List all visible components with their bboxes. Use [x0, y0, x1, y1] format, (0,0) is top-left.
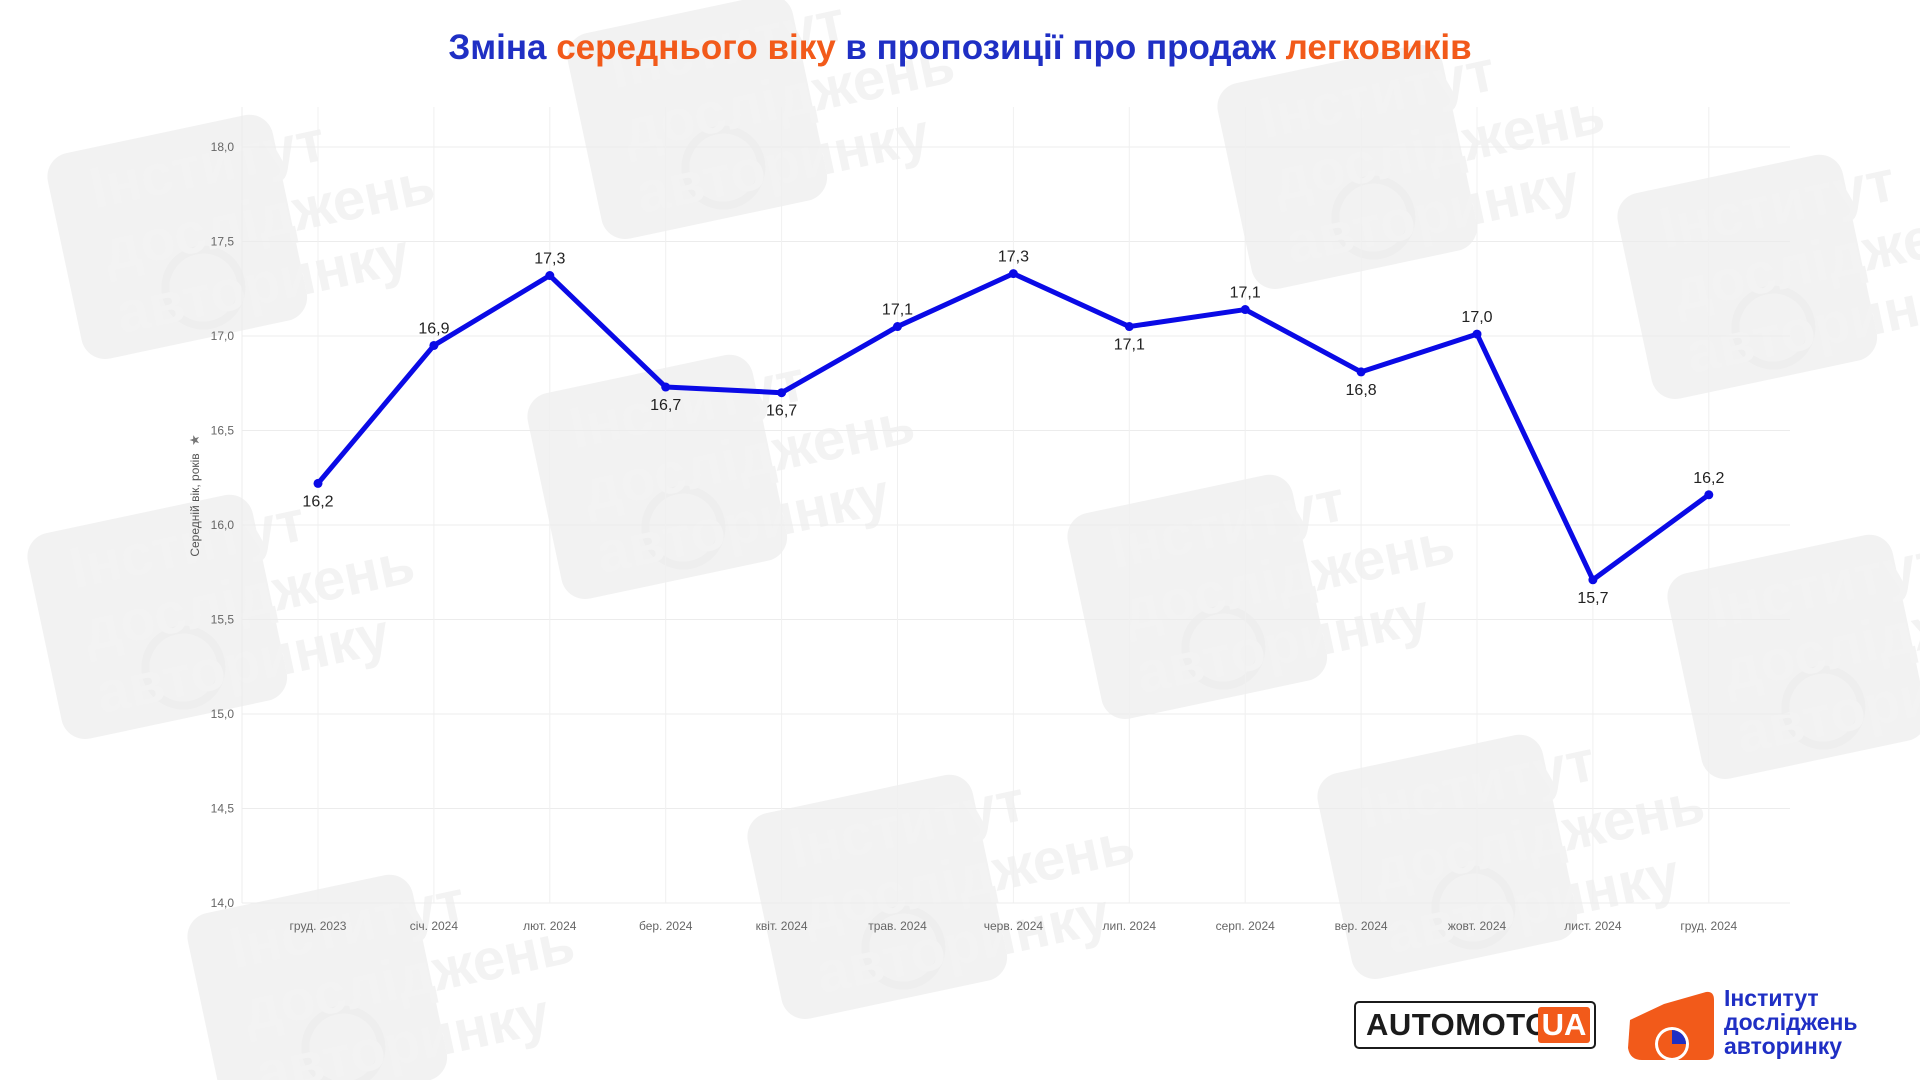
- data-point[interactable]: [893, 322, 902, 332]
- x-tick-label: груд. 2023: [290, 919, 347, 933]
- data-point[interactable]: [1008, 269, 1018, 279]
- y-tick-label: 17,5: [211, 235, 235, 249]
- data-label: 16,7: [766, 403, 797, 420]
- y-tick-label: 18,0: [211, 140, 235, 154]
- watermark-circle: [1781, 665, 1866, 750]
- data-label: 17,3: [998, 249, 1029, 266]
- x-tick-label: вер. 2024: [1335, 919, 1388, 933]
- x-tick-label: черв. 2024: [984, 919, 1044, 933]
- x-tick-label: серп. 2024: [1216, 919, 1276, 933]
- data-point[interactable]: [1588, 575, 1598, 585]
- data-label: 17,1: [1230, 285, 1261, 302]
- data-point[interactable]: [661, 382, 671, 392]
- y-axis-label-group: Середній вік, років ★: [188, 434, 203, 557]
- y-tick-label: 16,0: [211, 518, 235, 532]
- data-point[interactable]: [777, 388, 787, 398]
- data-label: 17,1: [1114, 337, 1145, 354]
- data-point[interactable]: [545, 271, 555, 281]
- data-label: 17,3: [534, 251, 565, 268]
- institute-logo-line-2: досліджень: [1724, 1009, 1858, 1035]
- watermark-circle: [301, 1005, 386, 1080]
- y-axis-label: Середній вік, років: [188, 453, 202, 556]
- x-tick-label: бер. 2024: [639, 919, 693, 933]
- y-tick-label: 15,0: [211, 707, 235, 721]
- gridlines: [241, 107, 1790, 904]
- watermark-circle: [861, 905, 946, 990]
- data-point[interactable]: [1472, 329, 1482, 339]
- y-tick-label: 16,5: [211, 424, 235, 438]
- data-point[interactable]: [429, 340, 439, 350]
- title-part-3: в пропозиції про продаж: [835, 28, 1286, 67]
- data-point[interactable]: [1124, 322, 1134, 332]
- data-label: 17,1: [882, 302, 913, 319]
- data-label: 16,8: [1346, 382, 1377, 399]
- data-label: 17,0: [1461, 309, 1492, 326]
- institute-logo-line-1: Інститут: [1724, 985, 1819, 1011]
- institute-logo: Інститут досліджень авторинку: [1624, 986, 1884, 1066]
- data-point[interactable]: [313, 478, 323, 488]
- x-tick-label: жовт. 2024: [1448, 919, 1507, 933]
- data-label: 16,7: [650, 397, 681, 414]
- x-tick-label: лист. 2024: [1564, 919, 1622, 933]
- chart-title: Зміна середнього віку в пропозиції про п…: [0, 28, 1920, 68]
- y-tick-label: 14,5: [211, 802, 235, 816]
- data-label: 16,2: [1693, 470, 1724, 487]
- x-tick-label: лип. 2024: [1103, 919, 1157, 933]
- title-part-4: легковиків: [1285, 28, 1472, 67]
- y-tick-label: 17,0: [211, 329, 235, 343]
- x-tick-label: лют. 2024: [523, 919, 577, 933]
- x-tick-label: квіт. 2024: [756, 919, 808, 933]
- institute-logo-name: Інститут досліджень авторинку: [1724, 986, 1858, 1058]
- data-labels: 16,2 16,9 17,3 16,7 16,7 17,1 17,3 17,1 17,1 16,8…: [302, 249, 1724, 607]
- x-tick-label: січ. 2024: [410, 919, 459, 933]
- automoto-logo: AUTOMOTO UA: [1354, 1001, 1596, 1049]
- data-point[interactable]: [1240, 305, 1250, 315]
- institute-logo-line-3: авторинку: [1724, 1033, 1843, 1059]
- title-part-2: середнього віку: [556, 28, 836, 67]
- watermark-circle: [1181, 605, 1266, 690]
- pin-icon[interactable]: ★: [188, 434, 203, 446]
- watermark-circle: [641, 485, 726, 570]
- automoto-logo-ua: UA: [1538, 1007, 1590, 1043]
- data-point[interactable]: [1704, 490, 1714, 500]
- y-tick-label: 14,0: [211, 896, 235, 910]
- x-tick-labels: груд. 2023 січ. 2024 лют. 2024 бер. 2024 кві…: [290, 919, 1738, 933]
- data-points: [313, 269, 1714, 585]
- x-tick-label: груд. 2024: [1680, 919, 1737, 933]
- automoto-logo-text: AUTOMOTO: [1366, 1007, 1550, 1042]
- y-tick-labels: 14,0 14,5 15,0 15,5 16,0 16,5 17,0 17,5 18,0: [211, 140, 235, 910]
- watermark-circle: [1731, 285, 1816, 370]
- data-label: 16,2: [302, 493, 333, 510]
- data-label: 15,7: [1577, 590, 1608, 607]
- watermark-circle: [161, 245, 246, 330]
- x-tick-label: трав. 2024: [868, 919, 927, 933]
- watermark-circle: [141, 625, 226, 710]
- institute-logo-icon: [1628, 991, 1714, 1061]
- watermark-circle: [1431, 865, 1516, 950]
- data-label: 16,9: [418, 320, 449, 337]
- y-tick-label: 15,5: [211, 613, 235, 627]
- watermark-circle: [681, 125, 766, 210]
- watermark-circle: [1331, 175, 1416, 260]
- data-point[interactable]: [1356, 367, 1366, 377]
- title-part-1: Зміна: [448, 28, 557, 67]
